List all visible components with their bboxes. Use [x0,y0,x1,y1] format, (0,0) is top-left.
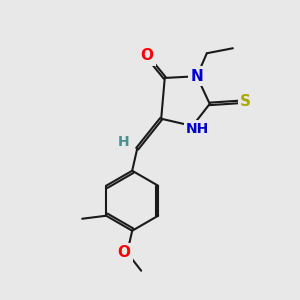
Text: O: O [118,245,131,260]
Text: NH: NH [186,122,209,136]
Text: N: N [190,69,203,84]
Text: S: S [240,94,251,110]
Text: O: O [140,48,153,63]
Text: H: H [117,135,129,149]
